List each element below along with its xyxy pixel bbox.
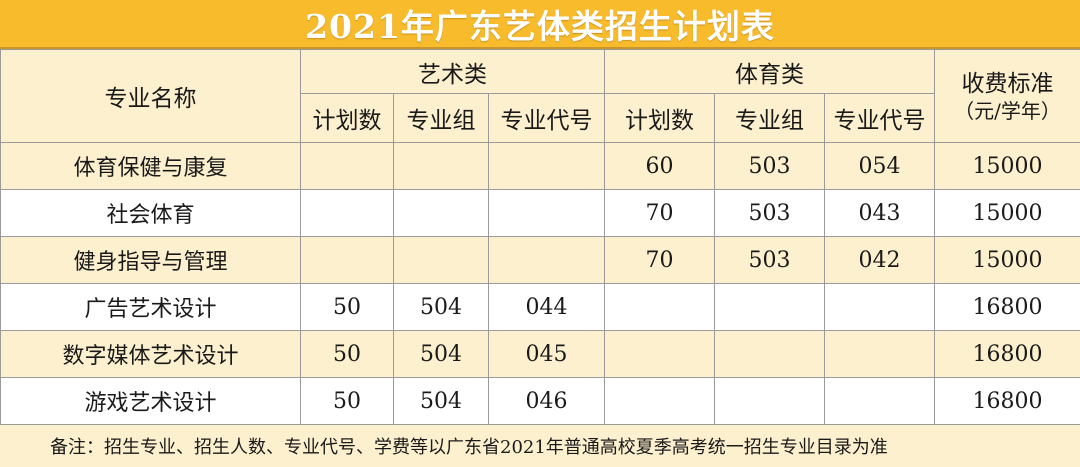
major-name-cell: 数字媒体艺术设计 — [0, 330, 301, 378]
sport-plan-cell: 70 — [604, 189, 716, 237]
footnote: 备注：招生专业、招生人数、专业代号、学费等以广东省2021年普通高校夏季高考统一… — [0, 424, 1080, 467]
header-art-group: 艺术类 — [299, 49, 606, 94]
fee-cell: 15000 — [934, 189, 1080, 237]
art-group-cell: 504 — [393, 377, 489, 425]
header-sport-major-group: 专业组 — [714, 93, 826, 143]
art-group-cell: 504 — [393, 330, 489, 378]
art-plan-cell: 50 — [300, 283, 394, 331]
table-row: 广告艺术设计 50 504 044 16800 — [0, 283, 1080, 331]
sport-group-cell — [714, 330, 826, 378]
sport-plan-cell: 60 — [604, 142, 716, 190]
sport-code-cell: 054 — [824, 142, 936, 190]
art-code-cell — [487, 236, 606, 284]
art-group-cell — [393, 142, 489, 190]
header-art-code: 专业代号 — [487, 93, 606, 143]
header-sport-code: 专业代号 — [824, 93, 936, 143]
major-name-cell: 健身指导与管理 — [0, 236, 301, 284]
sport-code-cell: 043 — [824, 189, 936, 237]
enrollment-plan-table: 专业名称 艺术类 体育类 收费标准 （元/学年） 计划数 专业组 专业代号 计划… — [0, 49, 1080, 425]
art-plan-cell — [300, 142, 394, 190]
sport-code-cell — [824, 330, 936, 378]
page-title: 2021年广东艺体类招生计划表 — [0, 0, 1080, 49]
sport-code-cell: 042 — [824, 236, 936, 284]
art-code-cell: 044 — [487, 283, 606, 331]
table-row: 社会体育 70 503 043 15000 — [0, 189, 1080, 237]
sport-plan-cell — [604, 283, 716, 331]
table-row: 游戏艺术设计 50 504 046 16800 — [0, 377, 1080, 425]
sport-code-cell — [824, 377, 936, 425]
art-group-cell — [393, 189, 489, 237]
table-row: 数字媒体艺术设计 50 504 045 16800 — [0, 330, 1080, 378]
art-plan-cell: 50 — [300, 330, 394, 378]
art-code-cell — [487, 142, 606, 190]
fee-cell: 16800 — [934, 330, 1080, 378]
sport-plan-cell — [604, 330, 716, 378]
fee-cell: 15000 — [934, 236, 1080, 284]
sport-group-cell: 503 — [714, 236, 826, 284]
header-fee-label: 收费标准 — [961, 71, 1054, 97]
art-code-cell: 046 — [487, 377, 606, 425]
table-row: 体育保健与康复 60 503 054 15000 — [0, 142, 1080, 190]
sport-group-cell — [714, 283, 826, 331]
major-name-cell: 体育保健与康复 — [0, 142, 301, 190]
fee-cell: 16800 — [934, 377, 1080, 425]
major-name-cell: 社会体育 — [0, 189, 301, 237]
header-sports-group: 体育类 — [604, 49, 936, 94]
sport-plan-cell: 70 — [604, 236, 716, 284]
art-plan-cell — [300, 236, 394, 284]
sport-code-cell — [824, 283, 936, 331]
art-plan-cell — [300, 189, 394, 237]
header-major-name: 专业名称 — [0, 49, 301, 143]
header-fee: 收费标准 （元/学年） — [934, 49, 1080, 143]
fee-cell: 16800 — [934, 283, 1080, 331]
header-art-major-group: 专业组 — [393, 93, 489, 143]
art-group-cell: 504 — [393, 283, 489, 331]
sport-plan-cell — [604, 377, 716, 425]
major-name-cell: 广告艺术设计 — [0, 283, 301, 331]
header-row-subcolumns: 计划数 专业组 专业代号 计划数 专业组 专业代号 — [1, 93, 1080, 143]
header-art-plan: 计划数 — [300, 93, 394, 143]
art-code-cell: 045 — [487, 330, 606, 378]
header-fee-unit: （元/学年） — [954, 99, 1061, 123]
sport-group-cell — [714, 377, 826, 425]
major-name-cell: 游戏艺术设计 — [0, 377, 301, 425]
sport-group-cell: 503 — [714, 142, 826, 190]
art-group-cell — [393, 236, 489, 284]
art-code-cell — [487, 189, 606, 237]
art-plan-cell: 50 — [300, 377, 394, 425]
sport-group-cell: 503 — [714, 189, 826, 237]
fee-cell: 15000 — [934, 142, 1080, 190]
header-row-groups: 专业名称 艺术类 体育类 收费标准 （元/学年） — [0, 49, 1080, 143]
table-row: 健身指导与管理 70 503 042 15000 — [0, 236, 1080, 284]
header-sport-plan: 计划数 — [604, 93, 716, 143]
